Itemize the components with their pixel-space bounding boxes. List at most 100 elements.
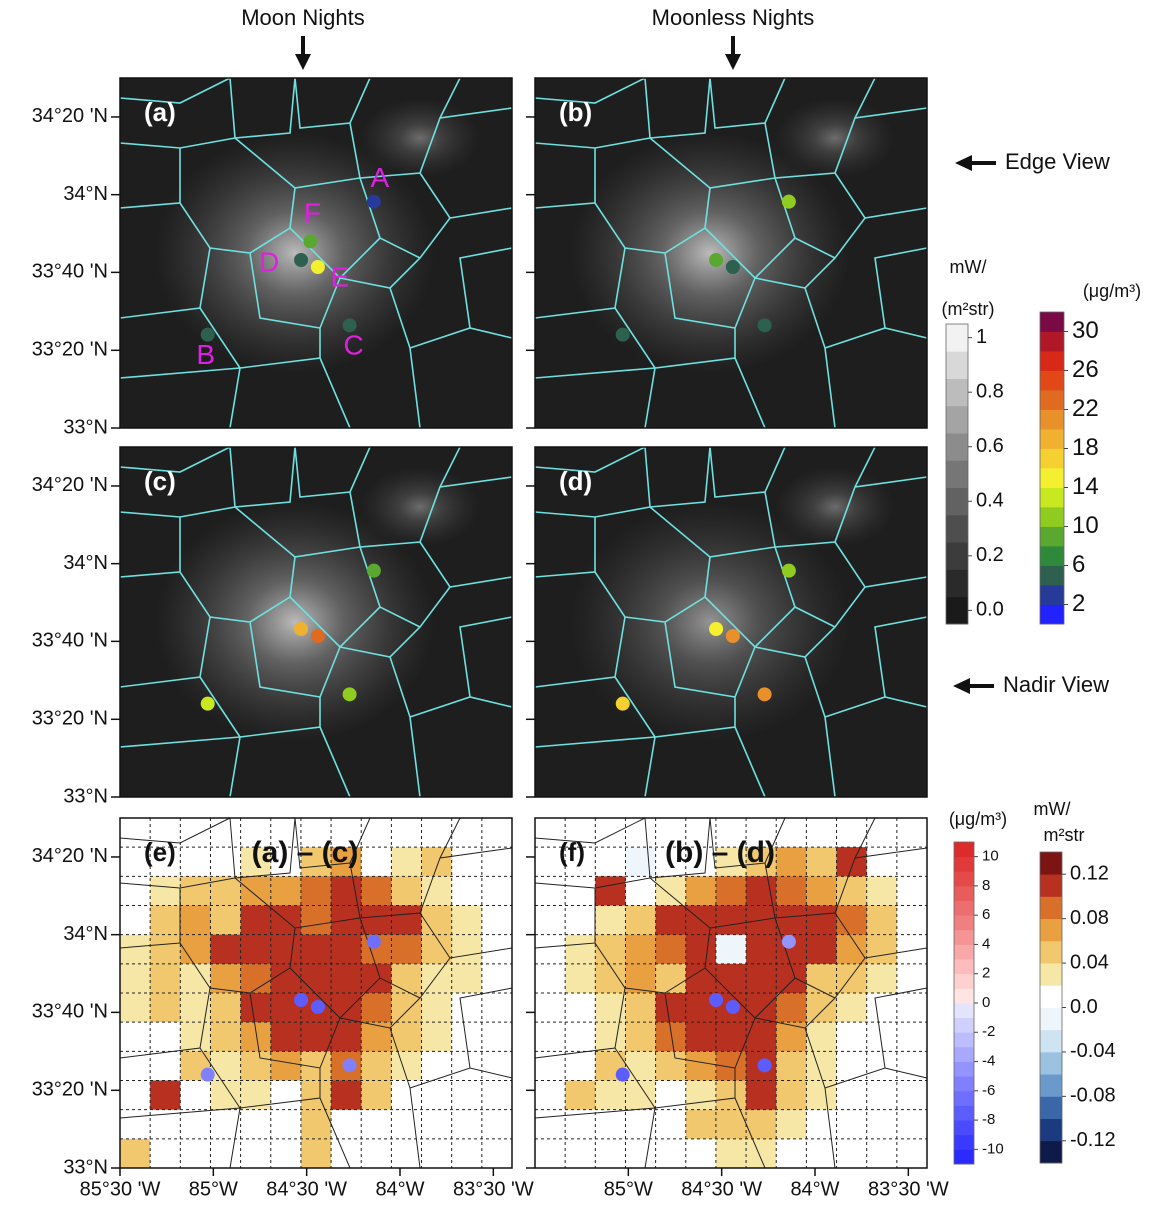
radiance-cell	[180, 963, 211, 994]
map-panel: (c) 33°N 33°20 'N 33°40 'N 34°N 34°20 'N	[32, 446, 513, 807]
city-lights	[360, 98, 480, 178]
radiance-cell	[150, 963, 181, 994]
radiance-cell	[451, 1138, 483, 1169]
colorbar-swatch	[954, 1120, 974, 1136]
radiance-cell	[866, 993, 898, 1023]
colorbar-swatch	[1040, 852, 1062, 875]
y-tick-label: 34°20 'N	[32, 845, 108, 867]
radiance-cell	[240, 1022, 272, 1052]
radiance-cell	[270, 1109, 302, 1140]
radiance-cell	[451, 905, 483, 936]
radiance-cell	[565, 876, 596, 906]
station-marker	[757, 1058, 772, 1073]
colorbar-swatch	[954, 900, 974, 916]
radiance-cell	[535, 1080, 566, 1111]
y-tick-label: 33°40 'N	[32, 1001, 108, 1023]
colorbar-tick-label: 2	[1072, 590, 1085, 617]
radiance-cell	[685, 1080, 717, 1111]
radiance-cell	[331, 1022, 362, 1052]
radiance-cell	[776, 876, 807, 906]
station-marker	[200, 696, 215, 711]
colorbar-swatch	[1040, 940, 1062, 964]
colorbar-swatch	[946, 324, 968, 352]
radiance-cell	[806, 1080, 838, 1111]
radiance-cell	[565, 934, 596, 965]
y-tick-label: 34°N	[63, 923, 108, 945]
map-panel: A B C D E F (a) 33°N 33°20 'N 33°40 'N 34°N 34°20 '…	[32, 77, 513, 438]
radiance-cell	[595, 934, 626, 965]
radiance-cell	[685, 1051, 717, 1081]
radiance-cell	[625, 1138, 657, 1169]
radiance-cell	[270, 876, 302, 906]
colorbar-swatch	[954, 1032, 974, 1048]
colorbar-swatch	[946, 460, 968, 489]
arrow-head	[725, 54, 741, 70]
radiance-cell	[391, 1109, 423, 1140]
radiance-cell	[595, 1138, 626, 1169]
radiance-cell	[746, 818, 777, 848]
radiance-cell	[595, 818, 626, 848]
radiance-cell	[180, 1138, 211, 1169]
radiance-cell	[746, 993, 777, 1023]
station-marker	[294, 253, 309, 267]
radiance-cell	[535, 963, 566, 994]
panel-label: (b)	[559, 97, 592, 127]
radiance-cell	[896, 1080, 928, 1111]
radiance-cell	[391, 963, 423, 994]
radiance-cell	[806, 847, 838, 877]
colorbar-tick-label: 30	[1072, 317, 1099, 344]
colorbar-tick-label: 1	[976, 326, 987, 348]
radiance-cell	[331, 934, 362, 965]
colorbar-swatch	[954, 1149, 974, 1165]
colorbar-swatch	[1040, 1074, 1062, 1097]
radiance-cell	[595, 905, 626, 936]
radiance-cell	[625, 1022, 657, 1052]
colorbar-swatch	[954, 1003, 974, 1019]
radiance-cell	[240, 1051, 272, 1081]
y-tick-label: 33°N	[63, 1156, 108, 1178]
radiance-cell	[481, 1109, 513, 1140]
radiance-cell	[180, 1109, 211, 1140]
panel-subtitle: (a) – (c)	[252, 836, 359, 869]
colorbar-tick-label: 18	[1072, 434, 1099, 461]
colorbar-tick-label: -4	[982, 1053, 995, 1070]
radiance-cell	[120, 1022, 151, 1052]
colorbar-swatch	[1040, 918, 1062, 942]
radiance-cell	[270, 1138, 302, 1169]
x-tick-label: 84°30 'W	[266, 1178, 347, 1200]
radiance-cell	[240, 876, 272, 906]
station-marker	[342, 1058, 357, 1073]
radiance-cell	[120, 1109, 151, 1140]
panel-frame	[534, 817, 928, 1169]
radiance-cell	[481, 876, 513, 906]
x-tick-label: 84°W	[375, 1178, 424, 1200]
panel-label: (e)	[144, 837, 176, 867]
radiance-cell	[715, 1022, 747, 1052]
radiance-cell	[776, 1022, 807, 1052]
station-marker	[303, 234, 318, 249]
colorbar-swatch	[946, 542, 968, 570]
colorbar-swatch	[954, 1017, 974, 1033]
station-marker	[342, 318, 357, 333]
radiance-cell	[685, 934, 717, 965]
radiance-cell	[180, 934, 211, 965]
radiance-cell	[361, 1051, 392, 1081]
radiance-cell	[715, 847, 747, 877]
radiance-cell	[806, 993, 838, 1023]
radiance-cell	[806, 963, 838, 994]
station-marker	[200, 1067, 215, 1082]
radiance-cell	[361, 1022, 392, 1052]
colorbar-tick-label: -2	[982, 1023, 995, 1040]
radiance-cell	[625, 876, 657, 906]
radiance-cell	[180, 876, 211, 906]
colorbar-swatch	[1040, 874, 1062, 897]
station-marker	[725, 629, 740, 643]
colorbar-swatch	[946, 569, 968, 598]
station-marker	[781, 563, 796, 578]
radiance-cell	[625, 818, 657, 848]
colorbar-swatch	[1040, 1007, 1062, 1031]
radiance-cell	[565, 1051, 596, 1081]
radiance-cell	[421, 993, 453, 1023]
colorbar-swatch	[1040, 985, 1062, 1008]
